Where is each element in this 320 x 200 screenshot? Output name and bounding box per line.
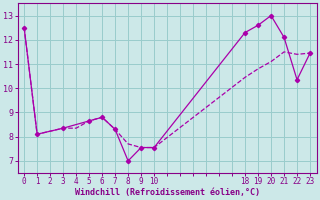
X-axis label: Windchill (Refroidissement éolien,°C): Windchill (Refroidissement éolien,°C) (75, 188, 260, 197)
